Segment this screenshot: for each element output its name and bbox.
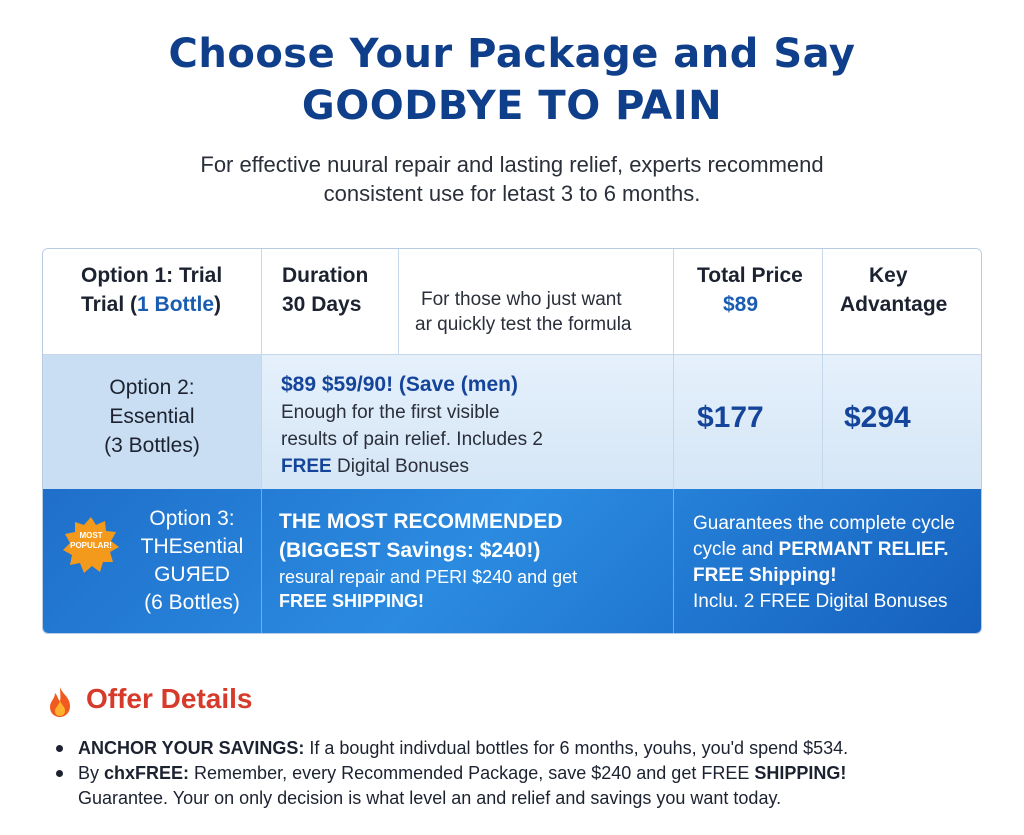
option-2-description: Enough for the first visible results of … <box>281 402 543 477</box>
package-row-trial[interactable]: Option 1: Trial Trial (1 Bottle) Duratio… <box>43 249 981 355</box>
title-line-1: Choose Your Package and Say <box>168 31 856 77</box>
offer-details-list: ANCHOR YOUR SAVINGS: If a bought indivdu… <box>52 736 982 811</box>
option-2-price: $177 <box>697 401 764 434</box>
subtitle-line-1: For effective nuural repair and lasting … <box>200 152 824 177</box>
option-2-title: Option 2: Essential (3 Bottles) <box>104 376 200 457</box>
package-row-essential[interactable]: Option 2: Essential (3 Bottles) $89 $59/… <box>43 355 981 489</box>
option-3-savings: (BIGGEST Savings: $240!) <box>279 539 541 562</box>
option-3-description: resural repair and PERI $240 and get FRE… <box>279 567 578 611</box>
trial-price: $89 <box>723 293 759 316</box>
subtitle-line-2: consistent use for letast 3 to 6 months. <box>323 181 701 206</box>
page-title: Choose Your Package and Say GOODBYE TO P… <box>0 28 1024 132</box>
option-3-title: Option 3: THEsential GUЯED (6 Bottles) <box>140 507 244 614</box>
offer-bullet-2: By chxFREE: Remember, every Recommended … <box>52 761 982 786</box>
offer-bullet-2-continued: Guarantee. Your on only decision is what… <box>78 788 782 808</box>
trial-description: For those who just want ar quickly test … <box>415 289 632 335</box>
key-advantage-header-line-1: Key <box>869 264 908 287</box>
page-subtitle: For effective nuural repair and lasting … <box>0 150 1024 208</box>
title-line-2: GOODBYE TO PAIN <box>301 83 723 129</box>
option-3-advantage: Guarantees the complete cycle cycle and … <box>693 513 955 612</box>
most-popular-badge-icon <box>63 517 119 573</box>
offer-details-title: Offer Details <box>86 683 253 714</box>
option-2-advantage: $294 <box>844 401 911 434</box>
duration-header: Duration <box>282 264 369 287</box>
package-row-recommended[interactable]: MOST POPULAR! Option 3: THEsential GUЯED… <box>43 489 981 633</box>
option-1-subtitle: Trial (1 Bottle) <box>81 293 222 316</box>
offer-bullet-1: ANCHOR YOUR SAVINGS: If a bought indivdu… <box>52 736 982 761</box>
package-table: Option 1: Trial Trial (1 Bottle) Duratio… <box>42 248 982 634</box>
duration-value: 30 Days <box>282 293 362 316</box>
total-price-header: Total Price <box>697 264 803 287</box>
most-popular-badge-label: MOST POPULAR! <box>70 531 112 550</box>
flame-icon <box>50 687 70 717</box>
option-3-headline: THE MOST RECOMMENDED <box>279 510 563 533</box>
key-advantage-header-line-2: Advantage <box>840 293 948 316</box>
option-2-promo: $89 $59/90! (Save (men) <box>281 373 518 396</box>
option-1-title: Option 1: Trial <box>81 264 223 287</box>
